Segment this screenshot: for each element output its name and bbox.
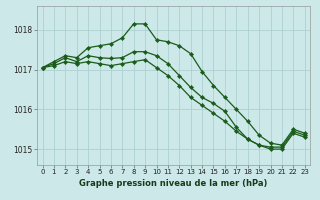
X-axis label: Graphe pression niveau de la mer (hPa): Graphe pression niveau de la mer (hPa) xyxy=(79,179,268,188)
